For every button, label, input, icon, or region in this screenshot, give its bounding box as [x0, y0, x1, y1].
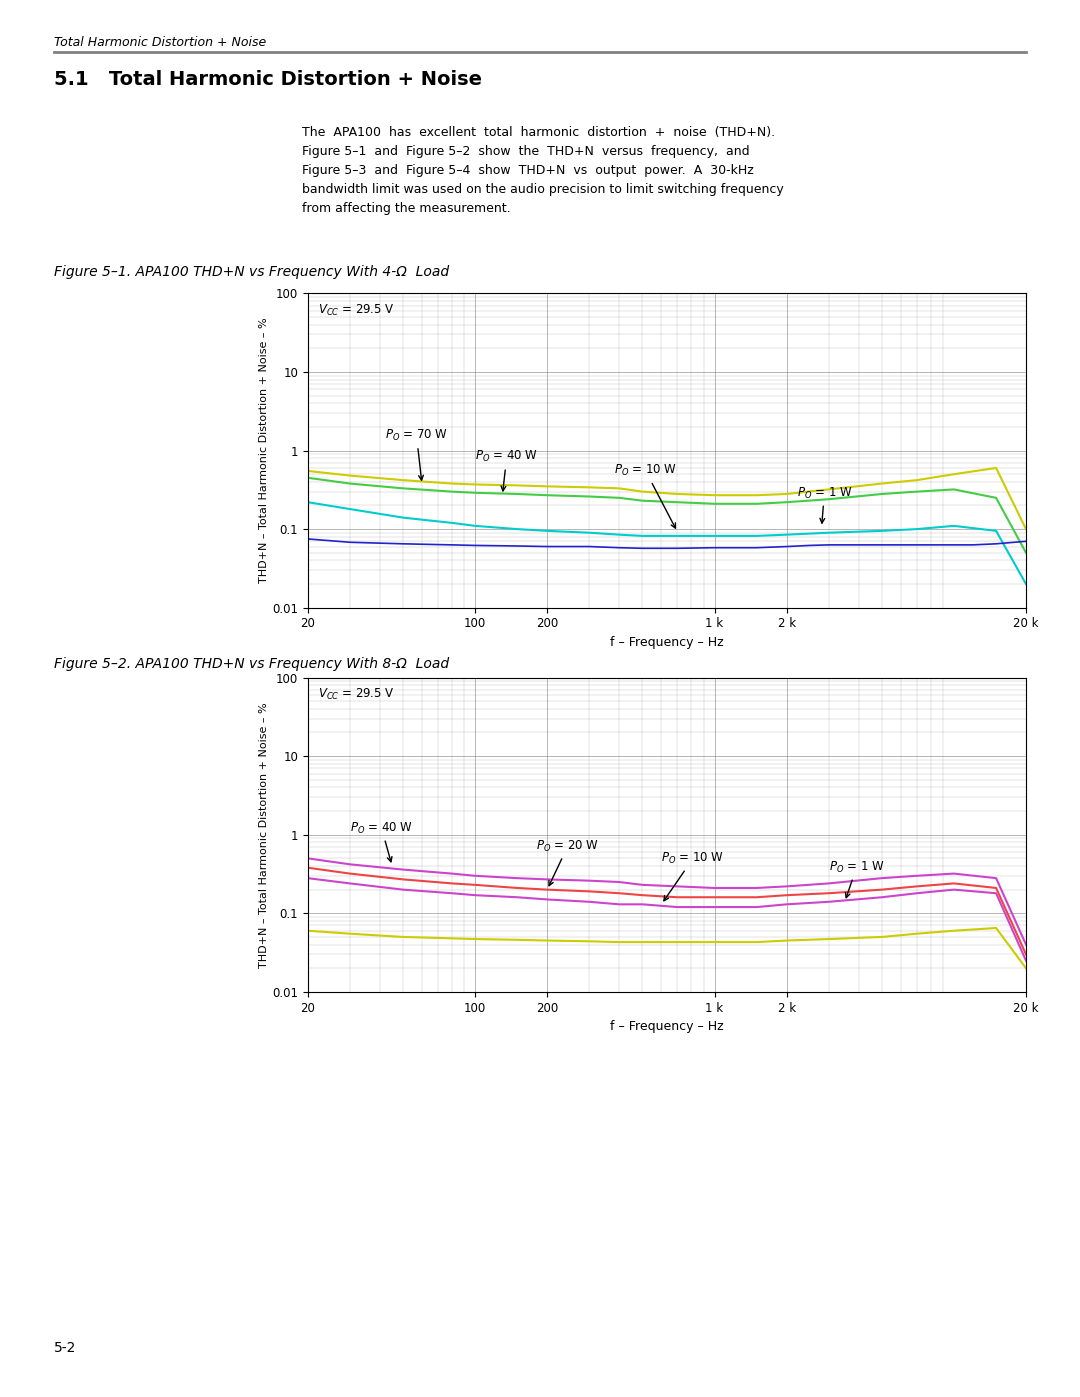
Text: $P_O$ = 1 W: $P_O$ = 1 W	[797, 486, 852, 522]
Text: $P_O$ = 10 W: $P_O$ = 10 W	[661, 851, 725, 901]
Text: Figure 5–1. APA100 THD+N vs Frequency With 4-Ω  Load: Figure 5–1. APA100 THD+N vs Frequency Wi…	[54, 265, 449, 279]
Y-axis label: THD+N – Total Harmonic Distortion + Noise – %: THD+N – Total Harmonic Distortion + Nois…	[259, 701, 269, 968]
X-axis label: f – Frequency – Hz: f – Frequency – Hz	[610, 636, 724, 650]
Text: The  APA100  has  excellent  total  harmonic  distortion  +  noise  (THD+N).
Fig: The APA100 has excellent total harmonic …	[302, 126, 784, 215]
Text: $P_O$ = 70 W: $P_O$ = 70 W	[384, 427, 448, 481]
Text: Figure 5–2. APA100 THD+N vs Frequency With 8-Ω  Load: Figure 5–2. APA100 THD+N vs Frequency Wi…	[54, 657, 449, 671]
Text: $P_O$ = 40 W: $P_O$ = 40 W	[350, 820, 414, 862]
Text: $V_{CC}$ = 29.5 V: $V_{CC}$ = 29.5 V	[318, 687, 394, 703]
Text: 5-2: 5-2	[54, 1341, 77, 1355]
Text: $P_O$ = 1 W: $P_O$ = 1 W	[828, 859, 885, 898]
Text: $P_O$ = 20 W: $P_O$ = 20 W	[537, 838, 599, 886]
Y-axis label: THD+N – Total Harmonic Distortion + Noise – %: THD+N – Total Harmonic Distortion + Nois…	[259, 317, 269, 584]
Text: Total Harmonic Distortion + Noise: Total Harmonic Distortion + Noise	[54, 36, 267, 49]
X-axis label: f – Frequency – Hz: f – Frequency – Hz	[610, 1020, 724, 1034]
Text: $P_O$ = 40 W: $P_O$ = 40 W	[475, 450, 538, 490]
Text: 5.1   Total Harmonic Distortion + Noise: 5.1 Total Harmonic Distortion + Noise	[54, 70, 482, 89]
Text: $P_O$ = 10 W: $P_O$ = 10 W	[613, 464, 677, 528]
Text: $V_{CC}$ = 29.5 V: $V_{CC}$ = 29.5 V	[318, 303, 394, 319]
